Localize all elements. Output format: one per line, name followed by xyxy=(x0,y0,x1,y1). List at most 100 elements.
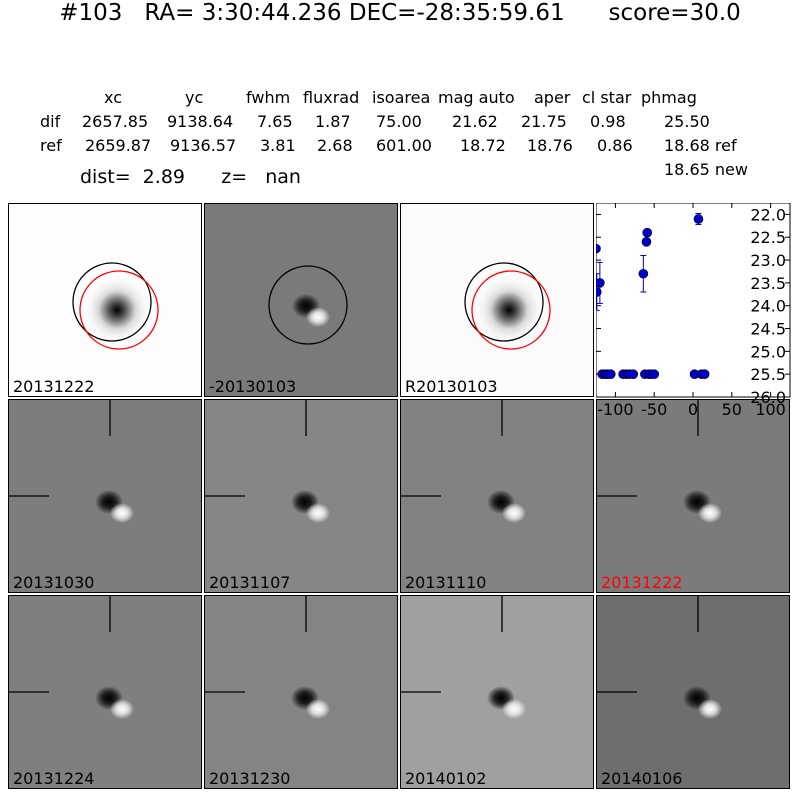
dipole-positive xyxy=(698,503,722,523)
table-header: fwhm xyxy=(246,88,291,107)
table-cell: 3.81 xyxy=(260,136,296,155)
table-cell: 7.65 xyxy=(257,112,293,131)
source-blob xyxy=(83,276,151,344)
data-point xyxy=(642,227,653,238)
table-header: aper xyxy=(534,88,571,107)
source-blob xyxy=(475,276,543,344)
stamp-image xyxy=(268,265,348,345)
stamp-image xyxy=(9,596,134,719)
stamp-panel: 20140102 xyxy=(400,595,594,789)
y-tick-label: 23.0 xyxy=(750,251,786,270)
stamp-date-label: 20131230 xyxy=(209,769,291,788)
stamp-panel: 20140106 xyxy=(596,595,790,789)
stamp-date-label: -20130103 xyxy=(209,377,297,396)
dipole-positive xyxy=(306,503,330,523)
table-cell: 9136.57 xyxy=(170,136,237,155)
page-title: #103 RA= 3:30:44.236 DEC=-28:35:59.61 sc… xyxy=(59,0,741,26)
stamp-image xyxy=(464,262,551,350)
table-cell: 2657.85 xyxy=(82,112,149,131)
stamp-date-label: 20131030 xyxy=(13,573,95,592)
stamp-date-label: 20131222 xyxy=(601,573,683,592)
aperture-circle-black xyxy=(464,262,544,342)
table-cell: 18.72 xyxy=(460,136,506,155)
table-cell: 2.68 xyxy=(317,136,353,155)
stamp-image xyxy=(401,596,526,719)
dipole-positive xyxy=(502,503,526,523)
aperture-circle-red xyxy=(471,270,551,350)
stamp-image xyxy=(9,400,134,523)
stamp-panel: 20131110 xyxy=(400,399,594,593)
stamp-panel: 20131030 xyxy=(8,399,202,593)
data-point xyxy=(596,278,605,288)
table-header: fluxrad xyxy=(303,88,360,107)
x-tick-label: 50 xyxy=(722,400,742,419)
table-cell: 18.68 ref xyxy=(664,136,737,155)
x-tick-label: 0 xyxy=(688,400,698,419)
table-cell: 75.00 xyxy=(376,112,422,131)
stamp-date-label: 20131222 xyxy=(13,377,95,396)
y-tick-label: 23.5 xyxy=(750,274,786,293)
stamp-panel: 20131222 xyxy=(596,399,790,593)
table-header: cl star xyxy=(582,88,632,107)
stamp-panel: 20131222 xyxy=(8,203,202,397)
x-tick-label: -100 xyxy=(597,400,633,419)
table-row-label: dif xyxy=(40,112,61,131)
y-tick-label: 25.5 xyxy=(750,365,786,384)
data-point xyxy=(628,369,639,379)
data-point xyxy=(638,268,649,279)
table-header: xc xyxy=(104,88,122,107)
table-cell: 18.76 xyxy=(527,136,573,155)
dipole-positive xyxy=(306,699,330,719)
stamp-date-label: 20140102 xyxy=(405,769,487,788)
table-row-label: ref xyxy=(40,136,62,155)
table-header: yc xyxy=(185,88,204,107)
data-point xyxy=(649,369,660,379)
stamp-panel: -20130103 xyxy=(204,203,398,397)
data-point xyxy=(596,243,601,254)
dipole-positive xyxy=(306,307,330,327)
y-tick-label: 24.0 xyxy=(750,297,786,316)
stamp-panel: 20131107 xyxy=(204,399,398,593)
data-point xyxy=(605,369,616,379)
stamp-panel: 20131230 xyxy=(204,595,398,789)
aperture-circle-black xyxy=(72,262,152,342)
stamp-panel: 20131224 xyxy=(8,595,202,789)
table-cell: 0.98 xyxy=(590,112,626,131)
table-header: phmag xyxy=(641,88,697,107)
table-extra: 18.65 new xyxy=(664,160,748,179)
stamp-image xyxy=(205,596,330,719)
table-cell: 601.00 xyxy=(376,136,432,155)
data-point xyxy=(641,236,652,247)
dipole-positive xyxy=(698,699,722,719)
data-point xyxy=(693,214,704,224)
table-cell: 21.62 xyxy=(452,112,498,131)
stamp-date-label: 20131110 xyxy=(405,573,487,592)
y-tick-label: 25.0 xyxy=(750,342,786,361)
dipole-positive xyxy=(110,503,134,523)
table-header: isoarea xyxy=(372,88,431,107)
stamp-panel: R20130103 xyxy=(400,203,594,397)
stamp-image xyxy=(72,262,159,350)
table-cell: 0.86 xyxy=(597,136,633,155)
dipole-positive xyxy=(502,699,526,719)
dist-line: dist= 2.89 z= nan xyxy=(80,166,301,188)
table-cell: 21.75 xyxy=(521,112,567,131)
y-tick-label: 22.5 xyxy=(750,228,786,247)
aperture-circle-red xyxy=(79,270,159,350)
x-tick-label: -50 xyxy=(641,400,667,419)
table-cell: 2659.87 xyxy=(85,136,152,155)
y-tick-label: 24.5 xyxy=(750,320,786,339)
table-cell: 9138.64 xyxy=(167,112,234,131)
x-tick-label: 100 xyxy=(755,400,786,419)
data-point xyxy=(699,369,710,379)
aperture-circle-black xyxy=(268,265,348,345)
stamp-image xyxy=(597,596,722,719)
dipole-positive xyxy=(110,699,134,719)
y-tick-label: 22.0 xyxy=(750,205,786,224)
lightcurve-chart: 22.0 22.5 23.0 23.5 24.0 24.5 25.0 25.5 26.0 -100… xyxy=(596,203,791,419)
stamp-date-label: R20130103 xyxy=(405,377,498,396)
stamp-image xyxy=(205,400,330,523)
stamp-date-label: 20131107 xyxy=(209,573,291,592)
stamp-date-label: 20131224 xyxy=(13,769,95,788)
table-header: mag auto xyxy=(438,88,515,107)
